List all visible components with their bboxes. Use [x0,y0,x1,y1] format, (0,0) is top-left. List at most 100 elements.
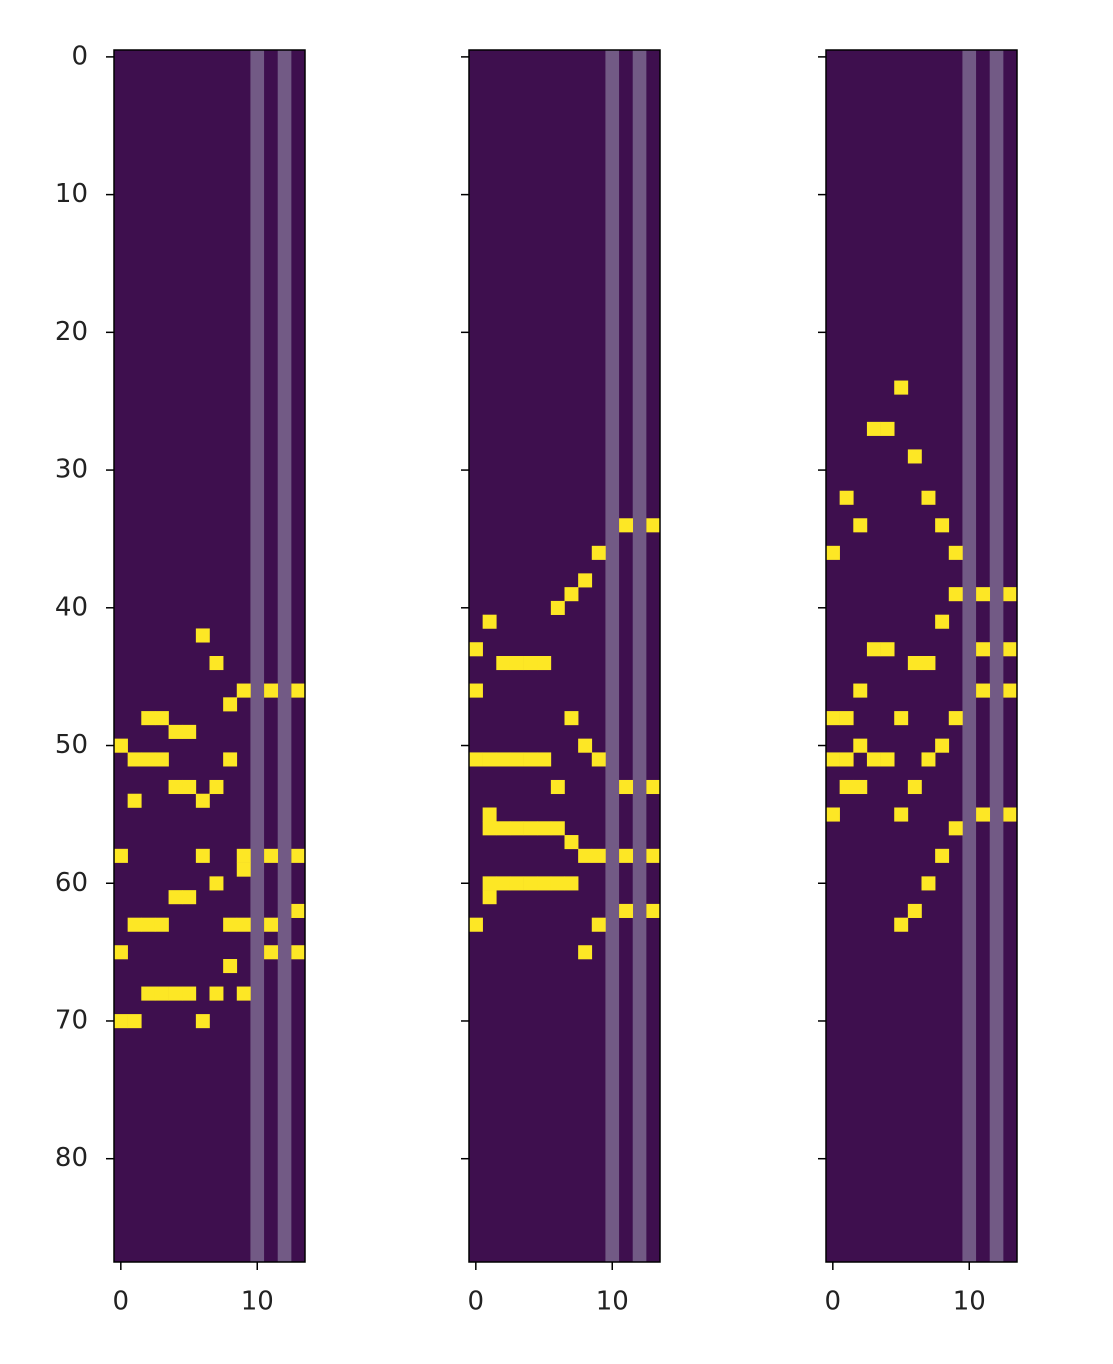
cell [195,848,210,863]
axes-frame [468,49,661,1263]
cell [646,903,661,918]
cell [209,779,224,795]
cell [839,752,854,767]
cell [935,848,950,863]
y-tick-label: 10 [55,179,88,209]
cell [496,821,511,836]
cell [168,986,183,1001]
cell [853,738,868,753]
cell [894,917,909,932]
cell [264,683,279,698]
cell [907,903,922,918]
cell [591,917,606,932]
cell [154,752,169,767]
cell [127,752,142,767]
y-tick-label: 70 [55,1005,88,1035]
cell [619,903,634,918]
cell [880,642,895,657]
cell [168,724,183,739]
cell [482,752,497,767]
cell [921,752,936,767]
cell [223,697,238,712]
cell [935,518,950,533]
cell [114,1014,128,1029]
cell [264,945,279,960]
y-tick-label: 30 [55,455,88,485]
cell [907,779,922,795]
cell [236,862,251,877]
cell [114,848,128,863]
cell [496,876,511,891]
cell [564,711,579,726]
cell [853,683,868,698]
cell [209,876,224,891]
cell [168,779,183,795]
cell [550,876,565,891]
cell [523,876,538,891]
cell [523,656,538,671]
cell [127,1014,142,1029]
y-tick-label: 0 [71,41,88,71]
cell [537,656,552,671]
cell [866,752,881,767]
cell [264,848,279,863]
cell [182,986,197,1001]
cell [154,986,169,1001]
cell [223,752,238,767]
cell [154,711,169,726]
cell [646,779,661,795]
cell [114,945,128,960]
cell [168,890,183,905]
cell [1003,642,1018,657]
cell [976,642,991,657]
cell [141,986,156,1001]
cell [537,876,552,891]
x-tick-label: 0 [825,1287,842,1317]
highlight-column [989,50,1004,1262]
cell [496,752,511,767]
axes-frame [113,49,306,1263]
cell [578,945,593,960]
x-tick-label: 10 [241,1287,274,1317]
cell [976,683,991,698]
highlight-column [632,50,647,1262]
cell [264,917,279,932]
cell [826,807,840,822]
cell [114,738,128,753]
cell [182,890,197,905]
cell [537,821,552,836]
y-tick-label: 40 [55,592,88,622]
cell [482,821,497,836]
cell [921,656,936,671]
cell [509,821,524,836]
cell [1003,807,1018,822]
cell [509,656,524,671]
cell [907,656,922,671]
y-tick-label: 60 [55,868,88,898]
cell [866,421,881,436]
cell [154,917,169,932]
cell [209,986,224,1001]
cell [236,848,251,863]
cell [223,917,238,932]
y-tick-label: 50 [55,730,88,760]
cell [935,614,950,629]
cell [948,821,963,836]
cell [236,986,251,1001]
cell [853,518,868,533]
cell [976,587,991,602]
cell [591,545,606,560]
cell [921,876,936,891]
cell [291,903,306,918]
cell [894,380,909,395]
cell [291,945,306,960]
cell [182,724,197,739]
cell [826,711,840,726]
cell [223,959,238,974]
cell [921,490,936,505]
cell [564,876,579,891]
cell [127,793,142,808]
cell [482,890,497,905]
axes-frame [825,49,1018,1263]
